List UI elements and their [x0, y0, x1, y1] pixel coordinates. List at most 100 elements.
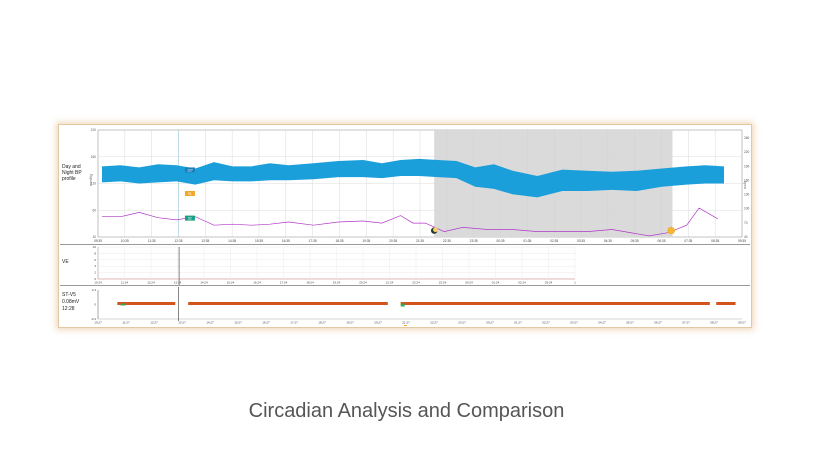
bp-chart: mmHg bpm 09:35 10:35 11:35 12:35 13:35 14:35 1… [88, 128, 750, 243]
ve-time-tick-label: 18:24 [306, 281, 314, 285]
ve-time-tick-label: 14:24 [200, 281, 208, 285]
diastolic-marker-value: 91 [188, 192, 192, 196]
time-tick-label: 21:35 [416, 239, 424, 243]
systolic-marker-value: 127 [187, 168, 193, 172]
st-time-tick-label: 23:27 [458, 321, 466, 325]
ve-time-tick-label: 22:24 [412, 281, 420, 285]
st-y-tick-label: 0 [94, 303, 96, 307]
left-tick-label: 60 [92, 208, 96, 212]
time-tick-label: 09:35 [94, 239, 102, 243]
st-y-tick-label: -0.4 [91, 317, 97, 321]
time-tick-label: 09:35 [738, 239, 746, 243]
ve-time-tick-label: 12:24 [147, 281, 155, 285]
sun-icon [667, 226, 676, 235]
st-event-marker [403, 325, 407, 326]
st-deviation-band [400, 302, 710, 305]
st-time-tick-label: 20:27 [374, 321, 382, 325]
ve-y-tick-label: 4 [94, 264, 96, 268]
time-tick-label: 17:35 [309, 239, 317, 243]
st-time-tick-label: 02:27 [542, 321, 550, 325]
st-time-tick-label: 08:27 [710, 321, 718, 325]
st-time-tick-label: 10:27 [94, 321, 102, 325]
right-tick-label: 260 [744, 136, 750, 140]
left-tick-label: 210 [91, 128, 97, 132]
st-time-tick-label: 14:27 [206, 321, 214, 325]
time-tick-label: 04:35 [604, 239, 612, 243]
right-tick-label: 220 [744, 150, 750, 154]
ve-y-tick-label: 0 [94, 277, 96, 281]
ve-time-tick-label: 13:24 [174, 281, 182, 285]
time-tick-label: 14:35 [228, 239, 236, 243]
ve-panel: VE 10 8 6 4 2 0 10:24 11:24 12:24 13:24 14:24 15:24… [60, 245, 750, 286]
ve-y-tick-label: 6 [94, 258, 96, 262]
ve-chart: 10 8 6 4 2 010:24 11:24 12:24 13:24 14:24 15:24 16:… [93, 245, 576, 285]
ve-time-tick-label: 19:24 [333, 281, 341, 285]
heart-rate-marker [184, 215, 195, 221]
st-time-tick-label: 04:27 [598, 321, 606, 325]
time-tick-label: 06:35 [658, 239, 666, 243]
ve-time-tick-label: 21:24 [386, 281, 394, 285]
time-tick-label: 01:35 [523, 239, 531, 243]
time-tick-label: 12:35 [175, 239, 183, 243]
ve-y-tick-label: 8 [94, 251, 96, 255]
ve-time-tick-label: 11:24 [121, 281, 129, 285]
time-tick-label: 23:35 [470, 239, 478, 243]
time-tick-label: 20:35 [389, 239, 397, 243]
st-time-tick-label: 15:27 [234, 321, 242, 325]
systolic-marker [184, 167, 195, 173]
ve-y-tick-label: 10 [93, 245, 97, 249]
st-time-tick-label: 03:27 [570, 321, 578, 325]
ve-time-tick-label: 00:24 [465, 281, 473, 285]
time-tick-label: 08:35 [711, 239, 719, 243]
st-time: 12:28 [62, 306, 75, 312]
ve-panel-title: VE [62, 259, 69, 265]
time-tick-label: 05:35 [631, 239, 639, 243]
ve-time-tick-label: 15:24 [227, 281, 235, 285]
diastolic-marker [184, 190, 195, 196]
st-time-tick-label: 00:27 [486, 321, 494, 325]
ve-time-tick-label: 10:24 [94, 281, 102, 285]
time-tick-label: 22:35 [443, 239, 451, 243]
ve-time-tick-label: 23:24 [439, 281, 447, 285]
ve-time-tick-label: 17:24 [280, 281, 288, 285]
time-tick-label: 16:35 [282, 239, 290, 243]
st-time-tick-label: 11:27 [122, 321, 130, 325]
time-tick-label: 07:35 [684, 239, 692, 243]
right-tick-label: 190 [744, 164, 750, 168]
ve-time-tick-label: 01:24 [492, 281, 500, 285]
st-time-tick-label: 17:27 [290, 321, 298, 325]
ve-time-tick-label: 20:24 [359, 281, 367, 285]
right-tick-label: 130 [744, 193, 750, 197]
left-tick-label: 160 [91, 155, 97, 159]
st-time-tick-label: 01:27 [514, 321, 522, 325]
time-tick-label: 02:35 [550, 239, 558, 243]
st-chart: 0.4 0 -0.410:27 11:27 12:27 13:27 14:27 15:27 16… [91, 287, 746, 326]
st-time-tick-label: 16:27 [262, 321, 270, 325]
st-time-tick-label: 19:27 [346, 321, 354, 325]
st-deviation-band [117, 302, 176, 305]
time-tick-label: 10:35 [121, 239, 129, 243]
st-panel-title: ST-V5 [62, 292, 76, 298]
time-tick-label: 13:35 [201, 239, 209, 243]
st-time-tick-label: 09:27 [738, 321, 746, 325]
st-time-tick-label: 22:27 [430, 321, 438, 325]
left-tick-label: 110 [91, 182, 96, 186]
right-tick-label: 160 [744, 178, 750, 182]
st-time-tick-label: 06:27 [654, 321, 662, 325]
bp-profile-panel: Day and Night BP profile mmHg bpm 09:35 1… [60, 126, 750, 245]
st-deviation-band [188, 302, 388, 305]
ve-y-tick-label: 2 [94, 271, 96, 275]
st-green-marker [120, 303, 126, 306]
right-axis-label: bpm [743, 181, 748, 189]
st-value: 0.08mV [62, 299, 80, 305]
time-tick-label: 00:35 [497, 239, 505, 243]
ve-time-tick-label: 16:24 [253, 281, 261, 285]
right-tick-label: 70 [744, 221, 748, 225]
st-time-tick-label: 21:27 [402, 321, 410, 325]
page-caption: Circadian Analysis and Comparison [248, 400, 565, 422]
heart-rate-marker-value: 62 [188, 217, 192, 221]
bp-range-band [102, 158, 724, 198]
time-tick-label: 11:35 [148, 239, 156, 243]
time-tick-label: 19:35 [362, 239, 370, 243]
ve-time-tick-label: 02:24 [518, 281, 526, 285]
